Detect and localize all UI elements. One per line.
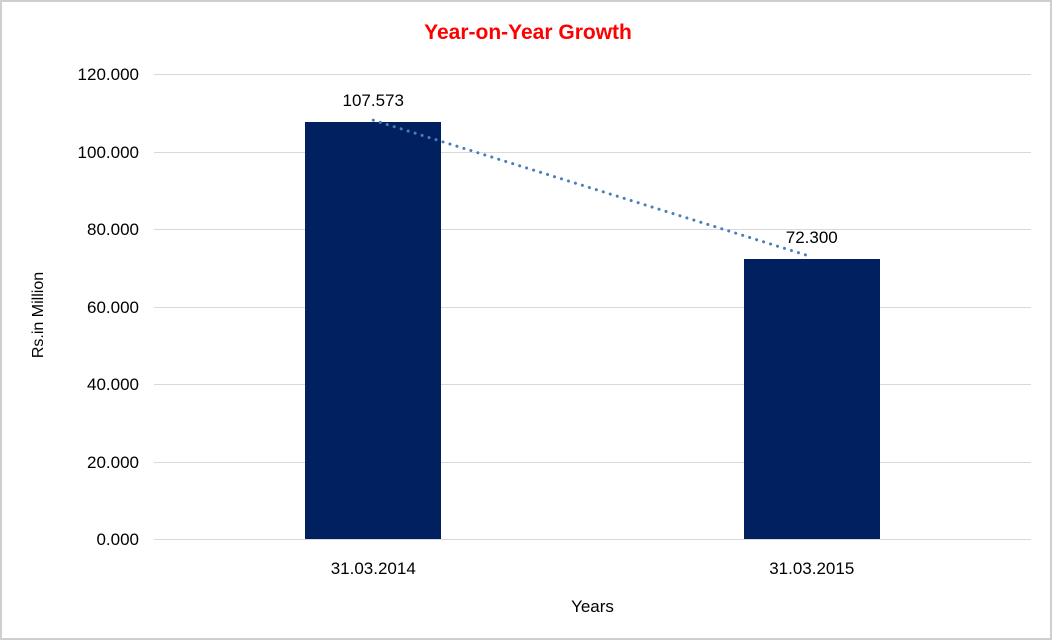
y-tick-label: 40.000 [87, 375, 139, 394]
chart-title: Year-on-Year Growth [424, 21, 632, 44]
y-tick-label: 60.000 [87, 297, 139, 317]
y-tick-label: 120.000 [77, 65, 139, 84]
gridline [154, 384, 1031, 385]
x-axis-title: Years [571, 597, 614, 616]
bar-31.03.2014 [305, 122, 442, 539]
plot-area: 107.573 72.300 [154, 74, 1031, 540]
data-label: 72.300 [785, 227, 838, 247]
data-label: 107.573 [342, 91, 404, 111]
gridline [154, 229, 1031, 230]
x-axis-category-labels: 31.03.2014 31.03.2015 [154, 559, 1031, 581]
trendline [371, 118, 814, 259]
gridline [154, 461, 1031, 463]
gridline [154, 74, 1031, 75]
gridline [154, 306, 1031, 308]
x-category-label: 31.03.2014 [330, 559, 416, 578]
y-tick-label: 0.000 [96, 530, 139, 549]
y-tick-label: 20.000 [87, 452, 139, 472]
x-category-label: 31.03.2015 [769, 559, 855, 578]
bar-31.03.2015 [743, 258, 880, 539]
gridline [154, 151, 1031, 153]
gridline [154, 539, 1031, 540]
y-tick-label: 80.000 [87, 220, 139, 239]
y-axis-tick-labels: 0.000 20.000 40.000 60.000 80.000 100.000 120.… [2, 65, 139, 549]
y-tick-label: 100.000 [77, 142, 139, 162]
